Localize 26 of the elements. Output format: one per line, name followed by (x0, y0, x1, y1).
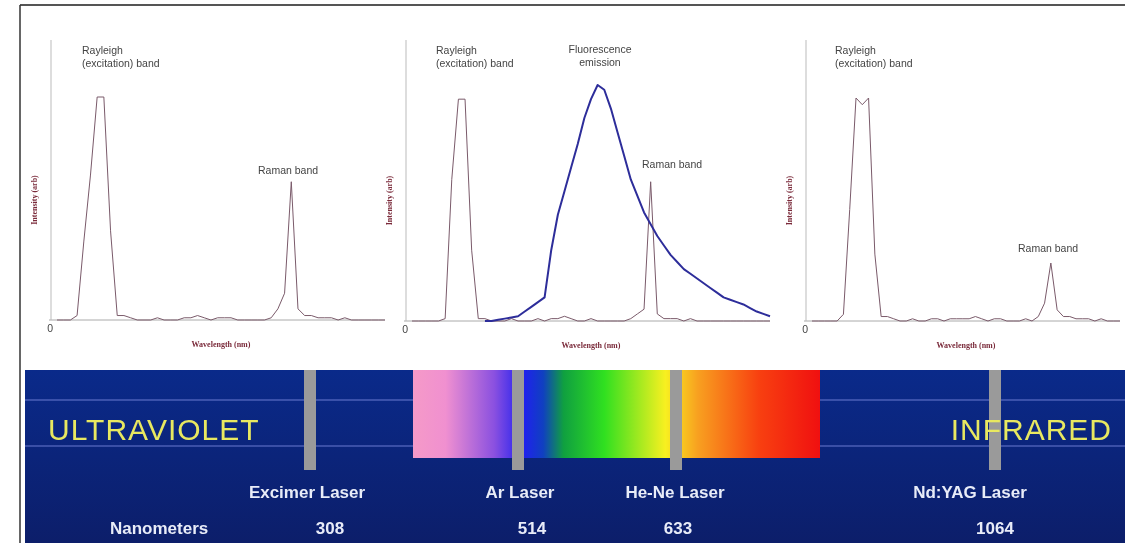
text: 0 (802, 323, 809, 335)
category-label: Ar Laser (485, 483, 555, 502)
annotation: Raman band (258, 164, 319, 176)
y-axis-title: Intensity (arb) (785, 175, 794, 226)
data-label: 633 (663, 519, 693, 538)
text: Nanometers (110, 519, 209, 538)
text: ULTRAVIOLET (48, 413, 260, 446)
text: Fluorescence emission (568, 43, 632, 68)
x-axis-title: Wavelength (nm) (191, 340, 251, 349)
y-axis-title: Intensity (arb) (385, 175, 394, 226)
x-axis-title: Wavelength (nm) (561, 341, 621, 350)
x-axis-title: Wavelength (nm) (936, 341, 996, 350)
category-label: Excimer Laser (248, 483, 366, 502)
category-label: He-Ne Laser (625, 483, 725, 502)
text: Rayleigh (excitation) band (82, 44, 160, 69)
y-axis-title: Intensity (arb) (30, 174, 39, 225)
data-label: 1064 (976, 519, 1015, 538)
text: 0 (402, 323, 409, 335)
text: Rayleigh (excitation) band (835, 44, 913, 69)
text: Rayleigh (excitation) band (436, 44, 514, 69)
annotation: Raman band (642, 158, 703, 170)
annotation: Raman band (1018, 242, 1079, 254)
data-label: 308 (315, 519, 345, 538)
text: 0 (47, 322, 54, 334)
category-label: Nd:YAG Laser (913, 483, 1028, 502)
data-label: 514 (517, 519, 547, 538)
